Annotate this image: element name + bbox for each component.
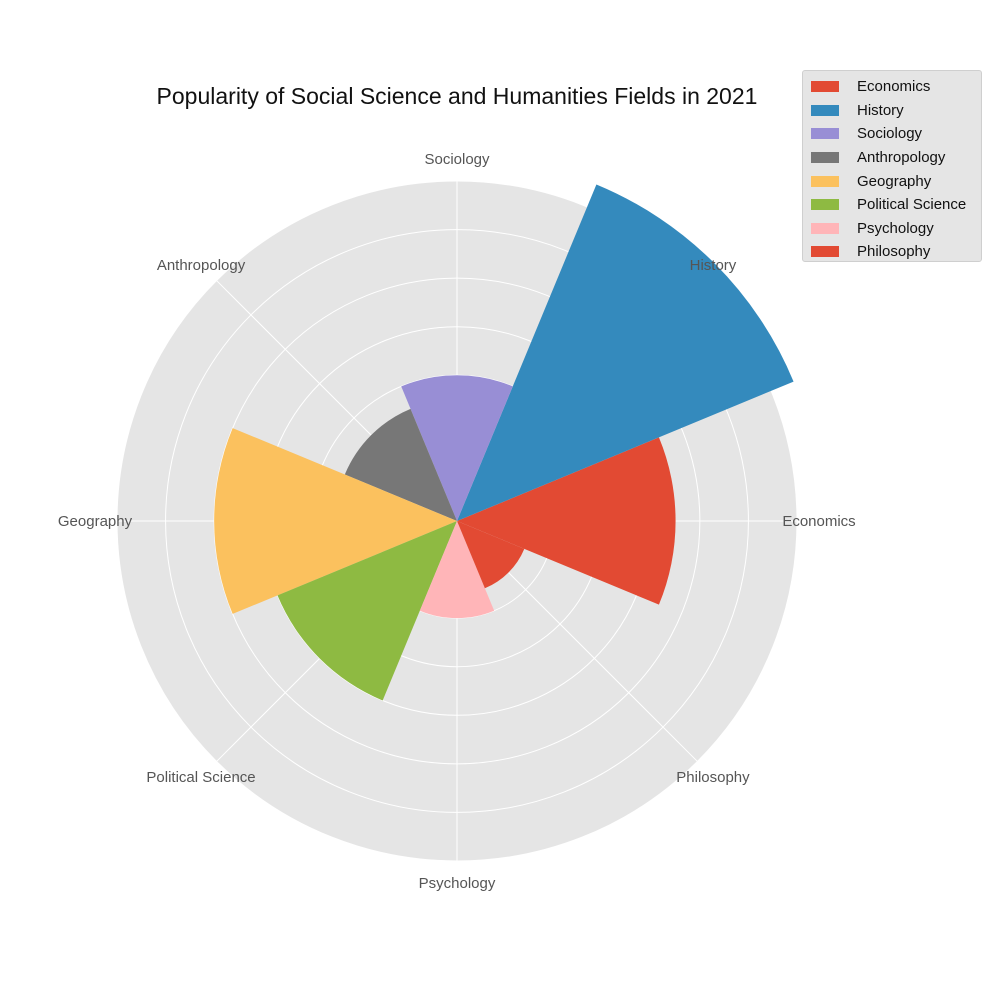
wedge-psychology — [419, 521, 495, 619]
wedge-political-science — [277, 521, 457, 701]
legend-item: History — [811, 99, 981, 123]
legend: Economics History Sociology Anthropology Geo… — [802, 70, 982, 262]
legend-item: Economics — [811, 75, 981, 99]
category-label: Philosophy — [676, 769, 750, 786]
legend-label: Economics — [857, 78, 931, 96]
legend-item: Philosophy — [811, 240, 981, 264]
legend-label: Political Science — [857, 196, 967, 214]
wedge-history — [457, 184, 794, 521]
category-label: Anthropology — [157, 257, 246, 274]
category-label: Psychology — [419, 875, 496, 892]
wedge-anthropology — [344, 408, 457, 521]
legend-swatch — [811, 199, 839, 211]
category-label: Sociology — [424, 151, 490, 168]
category-label: Geography — [58, 513, 133, 530]
legend-item: Political Science — [811, 193, 981, 217]
category-labels: Economics History Sociology Anthropology Geo… — [58, 151, 856, 892]
legend-label: Sociology — [857, 125, 923, 143]
chart-title: Popularity of Social Science and Humanit… — [157, 83, 758, 109]
legend-swatch — [811, 246, 839, 258]
legend-item: Geography — [811, 169, 981, 193]
wedge-sociology — [401, 375, 513, 521]
wedge-philosophy — [457, 521, 525, 589]
legend-swatch — [811, 128, 839, 140]
legend-label: Philosophy — [857, 243, 931, 261]
legend-label: Geography — [857, 172, 932, 190]
legend-label: History — [857, 101, 904, 119]
legend-item: Sociology — [811, 122, 981, 146]
category-label: History — [690, 257, 737, 274]
category-label: Political Science — [146, 769, 255, 786]
legend-label: Anthropology — [857, 149, 946, 167]
legend-label: Psychology — [857, 219, 934, 237]
plot-area — [116, 180, 798, 862]
legend-item: Anthropology — [811, 146, 981, 170]
legend-swatch — [811, 104, 839, 116]
wedge-economics — [457, 437, 676, 605]
category-label: Economics — [782, 513, 855, 530]
wedge-geography — [214, 428, 457, 614]
legend-swatch — [811, 222, 839, 234]
legend-swatch — [811, 152, 839, 164]
legend-item: Psychology — [811, 217, 981, 241]
legend-swatch — [811, 81, 839, 93]
legend-swatch — [811, 175, 839, 187]
